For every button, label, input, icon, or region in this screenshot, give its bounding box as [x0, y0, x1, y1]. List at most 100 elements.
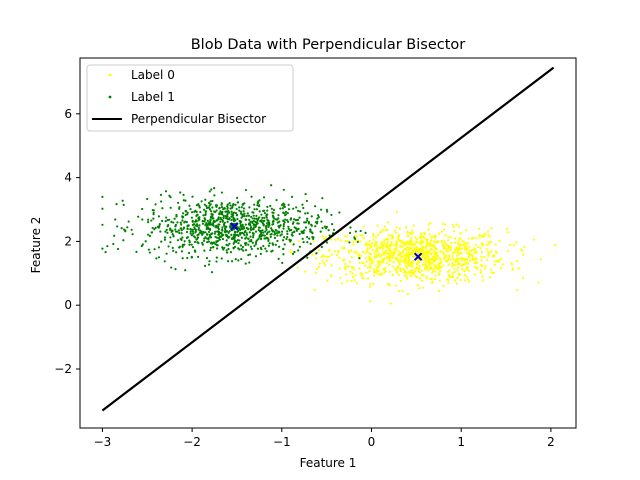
- scatter-point: [198, 206, 201, 209]
- scatter-point: [179, 237, 182, 241]
- scatter-point: [227, 231, 230, 234]
- scatter-point: [418, 242, 421, 245]
- scatter-point: [408, 231, 411, 234]
- scatter-point: [435, 255, 439, 258]
- scatter-point: [215, 247, 219, 250]
- x-tick-label: 0: [368, 435, 376, 449]
- scatter-point: [179, 191, 182, 194]
- scatter-point: [448, 254, 451, 257]
- scatter-point: [348, 241, 351, 244]
- scatter-point: [292, 221, 295, 224]
- scatter-point: [262, 244, 265, 248]
- scatter-point: [304, 270, 307, 273]
- scatter-point: [352, 268, 356, 271]
- scatter-point: [247, 243, 250, 246]
- scatter-point: [248, 218, 251, 221]
- scatter-point: [227, 247, 230, 251]
- scatter-point: [256, 204, 259, 207]
- scatter-point: [510, 263, 514, 266]
- scatter-point: [226, 244, 230, 247]
- scatter-point: [337, 249, 340, 252]
- scatter-point: [447, 281, 450, 284]
- scatter-point: [126, 226, 129, 229]
- scatter-point: [284, 213, 288, 216]
- scatter-point: [463, 247, 466, 250]
- scatter-point: [190, 211, 194, 214]
- scatter-point: [430, 247, 433, 251]
- scatter-point: [466, 242, 470, 245]
- scatter-point: [405, 249, 409, 252]
- scatter-point: [378, 247, 381, 250]
- scatter-point: [239, 228, 242, 232]
- scatter-point: [178, 231, 181, 235]
- scatter-point: [426, 250, 429, 253]
- scatter-point: [190, 234, 193, 237]
- scatter-point: [455, 246, 458, 249]
- scatter-point: [436, 263, 440, 267]
- scatter-point: [241, 228, 244, 231]
- scatter-point: [340, 282, 343, 285]
- scatter-point: [458, 237, 461, 240]
- scatter-point: [361, 276, 364, 279]
- scatter-point: [184, 210, 188, 213]
- scatter-point: [229, 204, 232, 207]
- scatter-point: [420, 234, 423, 237]
- scatter-point: [495, 251, 498, 254]
- scatter-point: [451, 223, 454, 226]
- scatter-point: [204, 223, 207, 227]
- scatter-point: [317, 265, 320, 269]
- scatter-point: [401, 255, 404, 258]
- scatter-point: [368, 240, 371, 243]
- scatter-point: [228, 202, 231, 205]
- scatter-point: [235, 240, 238, 243]
- scatter-point: [273, 236, 277, 239]
- scatter-point: [484, 265, 487, 268]
- scatter-point: [350, 249, 353, 252]
- scatter-point: [234, 219, 237, 222]
- scatter-point: [433, 263, 436, 266]
- scatter-point: [474, 243, 477, 246]
- scatter-point: [203, 249, 206, 252]
- scatter-point: [446, 258, 450, 262]
- scatter-point: [204, 236, 207, 239]
- scatter-point: [427, 228, 430, 231]
- legend-label: Label 0: [131, 68, 175, 82]
- scatter-point: [461, 239, 464, 243]
- legend-label: Label 1: [131, 90, 175, 104]
- scatter-point: [325, 225, 328, 228]
- scatter-point: [447, 239, 450, 242]
- scatter-point: [215, 209, 218, 212]
- scatter-point: [373, 244, 376, 248]
- scatter-point: [251, 228, 254, 231]
- scatter-point: [430, 239, 433, 242]
- scatter-point: [304, 212, 307, 215]
- scatter-point: [238, 219, 242, 223]
- scatter-point: [369, 260, 372, 263]
- scatter-point: [293, 218, 296, 221]
- scatter-point: [211, 206, 214, 209]
- scatter-point: [184, 269, 187, 272]
- scatter-point: [266, 236, 269, 240]
- scatter-point: [315, 267, 318, 271]
- scatter-point: [160, 200, 163, 203]
- scatter-point: [194, 250, 197, 253]
- scatter-point: [408, 257, 411, 260]
- scatter-point: [296, 222, 299, 225]
- scatter-point: [393, 257, 396, 260]
- scatter-point: [253, 217, 256, 220]
- scatter-point: [259, 234, 262, 237]
- scatter-point: [449, 276, 452, 279]
- scatter-point: [397, 273, 400, 276]
- legend-label: Perpendicular Bisector: [131, 112, 266, 126]
- scatter-point: [226, 260, 230, 263]
- scatter-point: [189, 232, 192, 235]
- legend-marker: [108, 73, 112, 77]
- scatter-point: [122, 239, 125, 242]
- scatter-point: [395, 256, 398, 259]
- scatter-point: [289, 218, 292, 221]
- scatter-point: [251, 241, 254, 244]
- scatter-point: [188, 204, 191, 207]
- scatter-point: [224, 210, 227, 213]
- scatter-point: [226, 204, 229, 208]
- scatter-point: [409, 261, 412, 265]
